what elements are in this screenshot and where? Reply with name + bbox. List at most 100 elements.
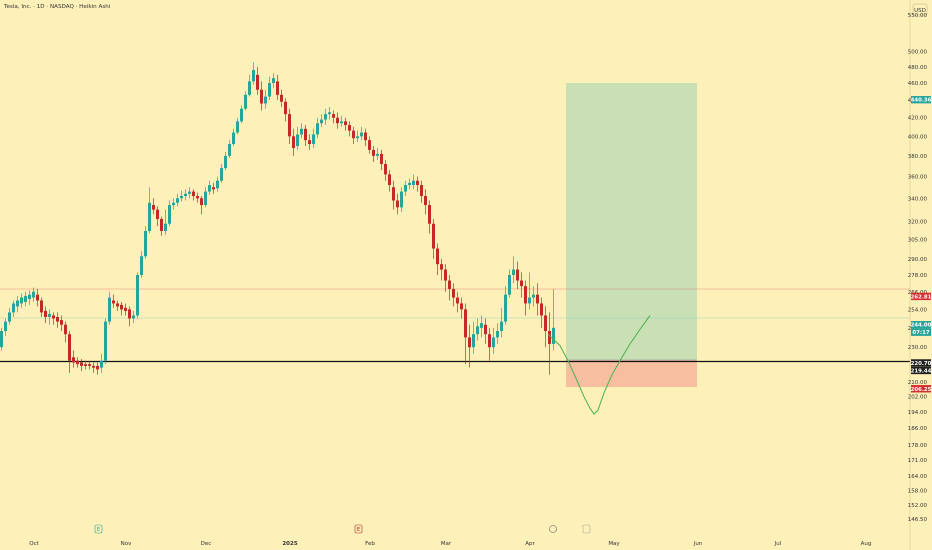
candle-down[interactable]: [56, 312, 59, 328]
candle-up[interactable]: [148, 187, 151, 234]
candle-down[interactable]: [212, 182, 215, 194]
candle-down[interactable]: [96, 362, 99, 375]
candle-up[interactable]: [360, 126, 363, 141]
candle-down[interactable]: [384, 159, 387, 181]
candle-down[interactable]: [124, 303, 127, 316]
candle-down[interactable]: [304, 125, 307, 146]
candle-up[interactable]: [220, 163, 223, 183]
candle-down[interactable]: [540, 297, 543, 328]
candle-up[interactable]: [176, 193, 179, 207]
candle-down[interactable]: [380, 149, 383, 171]
candle-down[interactable]: [488, 327, 491, 361]
candle-up[interactable]: [248, 74, 251, 97]
event-marker-apr[interactable]: [549, 524, 591, 534]
candle-down[interactable]: [64, 321, 67, 343]
candle-up[interactable]: [104, 318, 107, 365]
candle-down[interactable]: [336, 112, 339, 129]
candle-up[interactable]: [16, 296, 19, 313]
candle-down[interactable]: [392, 180, 395, 210]
candle-up[interactable]: [328, 106, 331, 120]
candle-up[interactable]: [132, 310, 135, 324]
candle-down[interactable]: [84, 360, 87, 370]
candle-up[interactable]: [184, 189, 187, 201]
candle-up[interactable]: [508, 269, 511, 298]
candle-up[interactable]: [140, 251, 143, 278]
candle-up[interactable]: [476, 318, 479, 341]
candle-down[interactable]: [76, 357, 79, 368]
candle-down[interactable]: [44, 306, 47, 324]
candle-down[interactable]: [72, 350, 75, 368]
candle-up[interactable]: [180, 190, 183, 202]
candle-down[interactable]: [348, 121, 351, 137]
candle-down[interactable]: [112, 294, 115, 308]
candle-down[interactable]: [116, 300, 119, 311]
candle-down[interactable]: [276, 74, 279, 100]
candle-down[interactable]: [68, 331, 71, 373]
candle-up[interactable]: [356, 130, 359, 143]
candle-up[interactable]: [12, 300, 15, 317]
candle-up[interactable]: [376, 147, 379, 160]
candle-down[interactable]: [452, 283, 455, 307]
candle-up[interactable]: [48, 309, 51, 325]
candle-down[interactable]: [372, 145, 375, 162]
candle-down[interactable]: [280, 89, 283, 107]
candle-up[interactable]: [340, 115, 343, 127]
candle-up[interactable]: [4, 318, 7, 336]
candle-up[interactable]: [224, 151, 227, 171]
candle-down[interactable]: [468, 324, 471, 368]
candle-up[interactable]: [24, 291, 27, 307]
candle-down[interactable]: [160, 216, 163, 236]
candle-down[interactable]: [288, 108, 291, 145]
candle-up[interactable]: [28, 290, 31, 305]
candle-up[interactable]: [400, 187, 403, 212]
candle-up[interactable]: [500, 307, 503, 338]
candle-up[interactable]: [252, 62, 255, 85]
candle-up[interactable]: [172, 198, 175, 210]
candle-down[interactable]: [292, 128, 295, 156]
candle-down[interactable]: [192, 189, 195, 201]
currency-badge[interactable]: [912, 3, 928, 16]
candle-up[interactable]: [504, 286, 507, 325]
candle-up[interactable]: [20, 293, 23, 308]
candle-down[interactable]: [548, 312, 551, 375]
earnings-marker-jan[interactable]: E: [354, 524, 363, 534]
candle-up[interactable]: [300, 123, 303, 139]
candle-up[interactable]: [164, 209, 167, 235]
candle-up[interactable]: [0, 327, 3, 351]
candle-up[interactable]: [532, 286, 535, 307]
candle-down[interactable]: [536, 283, 539, 316]
candle-down[interactable]: [128, 306, 131, 327]
candle-up[interactable]: [204, 187, 207, 208]
candle-down[interactable]: [416, 176, 419, 192]
candle-down[interactable]: [196, 192, 199, 203]
candle-up[interactable]: [228, 140, 231, 158]
candle-down[interactable]: [344, 117, 347, 131]
candle-up[interactable]: [136, 272, 139, 319]
candle-down[interactable]: [464, 303, 467, 365]
candle-down[interactable]: [156, 206, 159, 227]
candle-down[interactable]: [524, 280, 527, 316]
candle-up[interactable]: [168, 200, 171, 227]
candle-down[interactable]: [428, 200, 431, 234]
candle-down[interactable]: [352, 126, 355, 145]
candle-down[interactable]: [420, 180, 423, 203]
candle-up[interactable]: [528, 272, 531, 310]
candle-down[interactable]: [396, 193, 399, 215]
candle-down[interactable]: [60, 315, 63, 331]
candle-down[interactable]: [36, 288, 39, 307]
candle-down[interactable]: [444, 264, 447, 292]
candle-up[interactable]: [232, 128, 235, 146]
candle-down[interactable]: [120, 301, 123, 316]
candle-up[interactable]: [264, 89, 267, 109]
candle-down[interactable]: [440, 258, 443, 281]
candle-down[interactable]: [436, 243, 439, 275]
candle-up[interactable]: [244, 91, 247, 111]
candle-down[interactable]: [456, 291, 459, 313]
candle-up[interactable]: [272, 73, 275, 89]
candle-up[interactable]: [296, 126, 299, 150]
candle-up[interactable]: [316, 117, 319, 139]
candle-up[interactable]: [552, 288, 555, 351]
candle-down[interactable]: [432, 218, 435, 259]
candle-down[interactable]: [424, 189, 427, 215]
